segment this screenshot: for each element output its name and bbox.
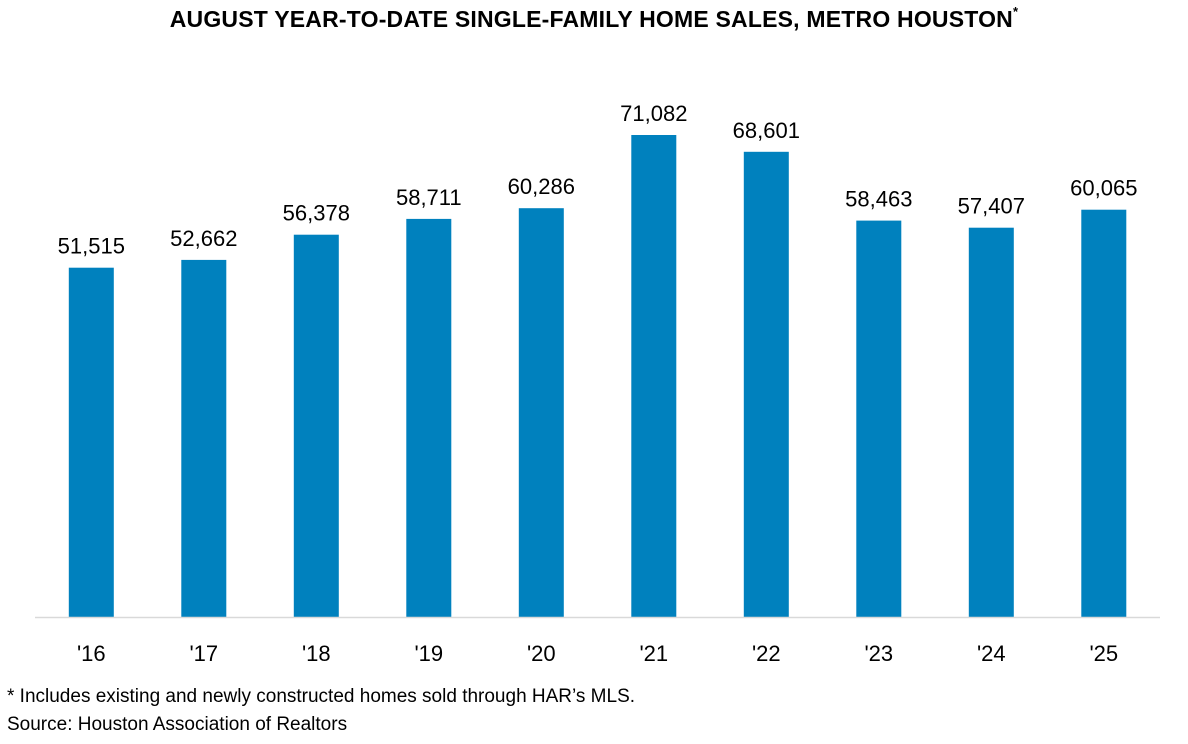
bar-chart: 51,515 '16 52,662 '17 56,378 '18 58,711 '19 60,2… — [35, 101, 1160, 666]
bar-23 — [856, 220, 902, 617]
x-tick-label: '18 — [302, 641, 331, 666]
x-tick-label: '17 — [189, 641, 218, 666]
data-label: 60,065 — [1070, 176, 1137, 201]
bar-16 — [68, 267, 114, 617]
bar-19 — [406, 218, 452, 617]
x-tick-label: '16 — [77, 641, 106, 666]
data-label: 51,515 — [58, 234, 125, 259]
chart-title-text: AUGUST YEAR-TO-DATE SINGLE-FAMILY HOME S… — [169, 6, 1013, 32]
chart-title: AUGUST YEAR-TO-DATE SINGLE-FAMILY HOME S… — [0, 4, 1188, 33]
footnote-source: Source: Houston Association of Realtors — [7, 714, 348, 735]
bar-20 — [518, 208, 564, 617]
bar-24 — [968, 227, 1014, 617]
data-label: 57,407 — [958, 194, 1025, 219]
bar-21 — [631, 135, 677, 617]
data-label: 68,601 — [733, 118, 800, 143]
data-label: 71,082 — [620, 101, 687, 126]
data-label: 58,463 — [845, 187, 912, 212]
x-tick-label: '21 — [639, 641, 668, 666]
footnote-note: * Includes existing and newly constructe… — [7, 686, 636, 707]
data-label: 56,378 — [283, 201, 350, 226]
bar-17 — [181, 259, 227, 617]
x-tick-label: '23 — [864, 641, 893, 666]
data-label: 58,711 — [396, 185, 462, 210]
data-label: 52,662 — [170, 226, 237, 251]
bar-22 — [743, 151, 789, 618]
x-tick-label: '22 — [752, 641, 781, 666]
x-tick-label: '20 — [527, 641, 556, 666]
bar-25 — [1081, 209, 1127, 617]
x-tick-label: '24 — [977, 641, 1006, 666]
data-label: 60,286 — [508, 174, 575, 199]
x-tick-label: '19 — [414, 641, 443, 666]
chart-title-marker: * — [1013, 4, 1019, 20]
bar-18 — [293, 234, 339, 617]
x-tick-label: '25 — [1089, 641, 1118, 666]
